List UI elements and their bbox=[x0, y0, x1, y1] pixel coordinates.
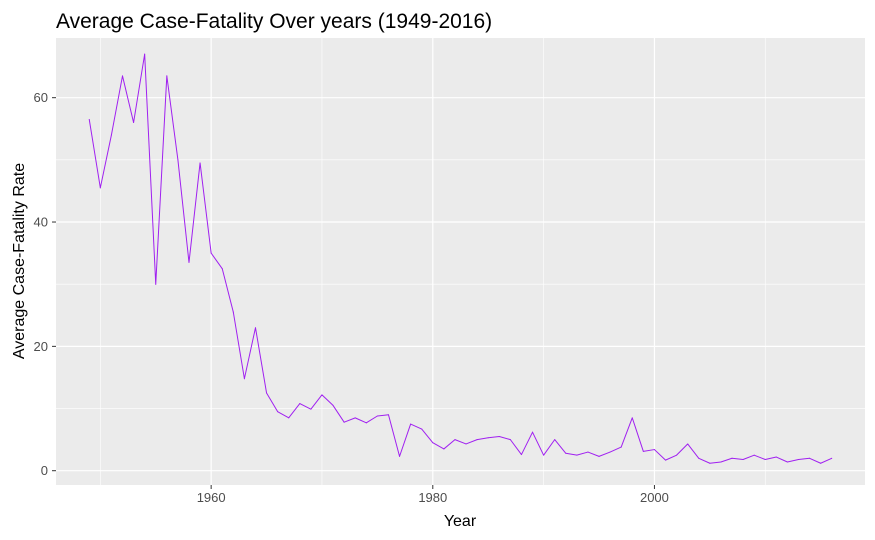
data-point bbox=[698, 457, 700, 459]
data-point bbox=[443, 448, 445, 450]
data-point bbox=[786, 461, 788, 463]
data-point bbox=[266, 392, 268, 394]
series-line bbox=[88, 53, 832, 464]
data-point bbox=[410, 423, 412, 425]
data-point bbox=[221, 268, 223, 270]
data-point bbox=[288, 417, 290, 419]
chart-title: Average Case-Fatality Over years (1949-2… bbox=[56, 10, 492, 33]
data-point bbox=[554, 439, 556, 441]
data-point bbox=[454, 439, 456, 441]
data-point bbox=[509, 439, 511, 441]
data-point bbox=[809, 457, 811, 459]
data-point bbox=[676, 454, 678, 456]
data-point bbox=[299, 403, 301, 405]
data-point bbox=[498, 436, 500, 438]
data-point bbox=[720, 461, 722, 463]
plot-panel bbox=[56, 38, 865, 485]
data-point bbox=[243, 378, 245, 380]
data-point bbox=[133, 122, 135, 124]
data-point bbox=[775, 456, 777, 458]
data-point bbox=[343, 421, 345, 423]
data-point bbox=[210, 252, 212, 254]
x-tick-label: 1960 bbox=[197, 490, 226, 505]
data-point bbox=[742, 459, 744, 461]
data-point bbox=[144, 53, 146, 55]
data-point bbox=[232, 311, 234, 313]
data-point bbox=[543, 454, 545, 456]
data-point bbox=[365, 422, 367, 424]
y-tick-label: 60 bbox=[34, 90, 48, 105]
data-point bbox=[565, 452, 567, 454]
data-point bbox=[254, 327, 256, 329]
data-point bbox=[687, 443, 689, 445]
data-point bbox=[520, 454, 522, 456]
data-point bbox=[620, 446, 622, 448]
data-point bbox=[753, 454, 755, 456]
data-point bbox=[709, 462, 711, 464]
data-point bbox=[332, 404, 334, 406]
y-tick-label: 0 bbox=[41, 463, 48, 478]
data-point bbox=[88, 118, 90, 120]
y-tick-label: 40 bbox=[34, 215, 48, 230]
data-point bbox=[653, 449, 655, 451]
data-point bbox=[820, 462, 822, 464]
data-point bbox=[487, 437, 489, 439]
y-axis-ticks: 0 20 40 60 bbox=[34, 90, 56, 478]
data-point bbox=[665, 459, 667, 461]
data-point bbox=[421, 428, 423, 430]
data-point bbox=[399, 455, 401, 457]
data-point bbox=[764, 459, 766, 461]
data-point bbox=[188, 261, 190, 263]
data-point bbox=[731, 457, 733, 459]
data-point bbox=[387, 414, 389, 416]
x-axis-ticks: 1960 1980 2000 bbox=[197, 485, 669, 505]
data-point bbox=[609, 451, 611, 453]
data-point bbox=[376, 415, 378, 417]
data-point bbox=[166, 75, 168, 77]
data-point bbox=[99, 187, 101, 189]
data-point bbox=[121, 75, 123, 77]
y-tick-label: 20 bbox=[34, 339, 48, 354]
data-point bbox=[631, 417, 633, 419]
data-point bbox=[199, 162, 201, 164]
minor-gridlines bbox=[56, 38, 865, 485]
data-point bbox=[642, 450, 644, 452]
x-tick-label: 1980 bbox=[418, 490, 447, 505]
data-point bbox=[110, 134, 112, 136]
x-tick-label: 2000 bbox=[640, 490, 669, 505]
data-point bbox=[155, 283, 157, 285]
y-axis-title: Average Case-Fatality Rate bbox=[11, 163, 28, 359]
data-point bbox=[321, 394, 323, 396]
data-point bbox=[831, 457, 833, 459]
series-group bbox=[88, 53, 833, 464]
x-axis-title: Year bbox=[444, 513, 477, 530]
data-point bbox=[576, 454, 578, 456]
data-point bbox=[432, 442, 434, 444]
data-point bbox=[598, 455, 600, 457]
data-point bbox=[476, 439, 478, 441]
data-point bbox=[465, 443, 467, 445]
data-point bbox=[310, 408, 312, 410]
major-gridlines bbox=[56, 38, 865, 485]
data-point bbox=[354, 417, 356, 419]
data-point bbox=[532, 431, 534, 433]
data-point bbox=[587, 451, 589, 453]
data-point bbox=[798, 459, 800, 461]
data-point bbox=[277, 411, 279, 413]
data-point bbox=[177, 159, 179, 161]
